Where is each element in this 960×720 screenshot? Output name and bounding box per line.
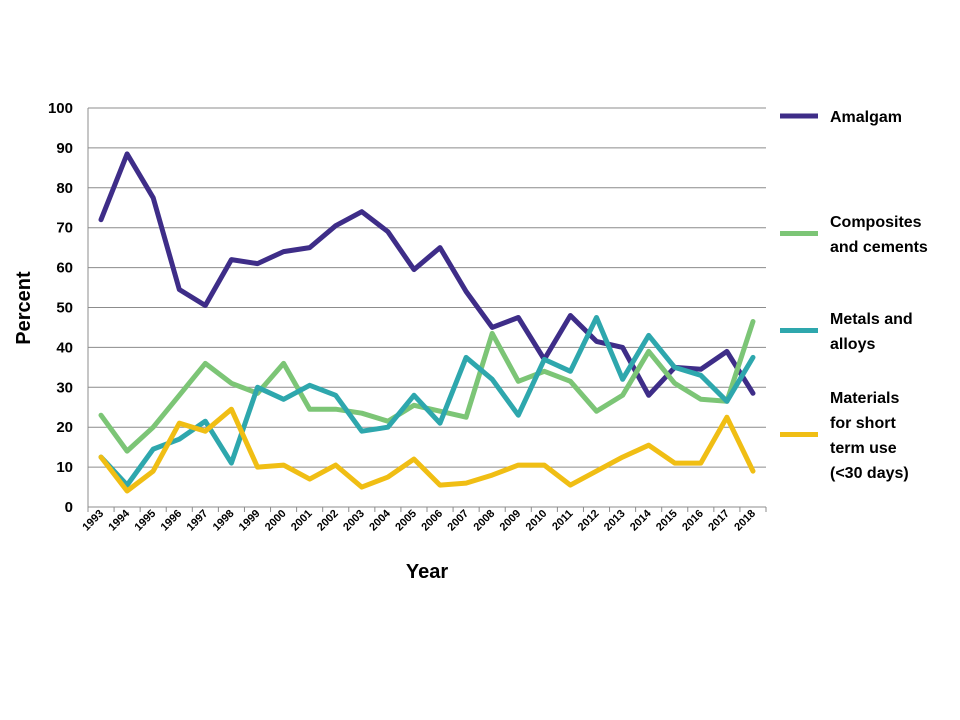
series-lines — [98, 151, 756, 494]
x-tick-label: 2004 — [367, 507, 393, 533]
x-tick-label: 2007 — [445, 508, 471, 534]
series-line-2 — [98, 315, 756, 488]
gridlines — [87, 107, 767, 512]
y-tick-label: 100 — [48, 100, 73, 117]
x-tick-label: 1996 — [159, 508, 185, 534]
x-tick-label: 2008 — [472, 508, 498, 534]
x-tick-label: 2005 — [393, 508, 419, 534]
legend-item: Amalgam — [780, 109, 902, 126]
y-axis-title: Percent — [13, 271, 35, 345]
legend-item: Materials for short term use (<30 days) — [780, 390, 909, 482]
legend-label: Metals and — [830, 311, 913, 328]
x-tick-label: 2015 — [654, 508, 680, 534]
legend-label: and cements — [830, 239, 928, 256]
x-tick-label: 2000 — [263, 508, 289, 534]
x-tick-label: 2011 — [550, 508, 575, 533]
legend-label: Materials — [830, 390, 899, 407]
x-tick-label: 2006 — [419, 508, 445, 534]
y-tick-label: 70 — [56, 220, 73, 237]
x-tick-label: 1993 — [80, 508, 106, 534]
x-tick-label: 2009 — [498, 508, 524, 534]
y-tick-labels: 0 10 20 30 40 50 60 70 80 90 100 — [48, 100, 73, 516]
x-tick-label: 1998 — [211, 508, 237, 534]
x-tick-label: 1997 — [185, 508, 211, 534]
x-tick-label: 2003 — [341, 508, 367, 534]
x-axis-title: Year — [406, 561, 448, 583]
x-tick-label: 2017 — [706, 508, 732, 534]
series-line-0 — [98, 151, 756, 398]
legend-item: Metals and alloys — [780, 311, 913, 353]
x-tick-label: 2016 — [680, 508, 706, 534]
y-tick-label: 40 — [56, 339, 73, 356]
y-tick-label: 0 — [65, 499, 73, 516]
x-tick-label: 2013 — [602, 508, 628, 534]
series-line-3 — [98, 406, 756, 494]
y-tick-label: 80 — [56, 180, 73, 197]
legend-label: for short — [830, 415, 896, 432]
x-tick-label: 2002 — [315, 508, 341, 534]
y-tick-label: 10 — [56, 459, 73, 476]
legend-item: Composites and cements — [780, 214, 928, 256]
legend: Amalgam Composites and cements Metals and al… — [780, 109, 928, 482]
x-tick-label: 2018 — [732, 508, 758, 534]
x-tick-label: 2001 — [289, 508, 315, 534]
x-tick-label: 2014 — [628, 507, 654, 533]
legend-label: Amalgam — [830, 109, 902, 126]
legend-label: Composites — [830, 214, 922, 231]
y-tick-label: 90 — [56, 140, 73, 157]
x-tick-label: 1994 — [106, 507, 132, 533]
legend-label: (<30 days) — [830, 465, 909, 482]
x-tick-label: 2012 — [576, 508, 602, 534]
legend-label: alloys — [830, 336, 875, 353]
y-tick-label: 20 — [56, 419, 73, 436]
y-tick-label: 30 — [56, 379, 73, 396]
x-tick-label: 1999 — [237, 508, 263, 534]
y-tick-label: 50 — [56, 300, 73, 317]
y-tick-label: 60 — [56, 260, 73, 277]
x-tick-label: 2010 — [524, 508, 550, 534]
legend-label: term use — [830, 440, 897, 457]
x-tick-label: 1995 — [133, 508, 159, 534]
x-tick-labels: 1993 1994 1995 1996 1997 1998 1999 2000 2001 2002… — [80, 507, 758, 533]
